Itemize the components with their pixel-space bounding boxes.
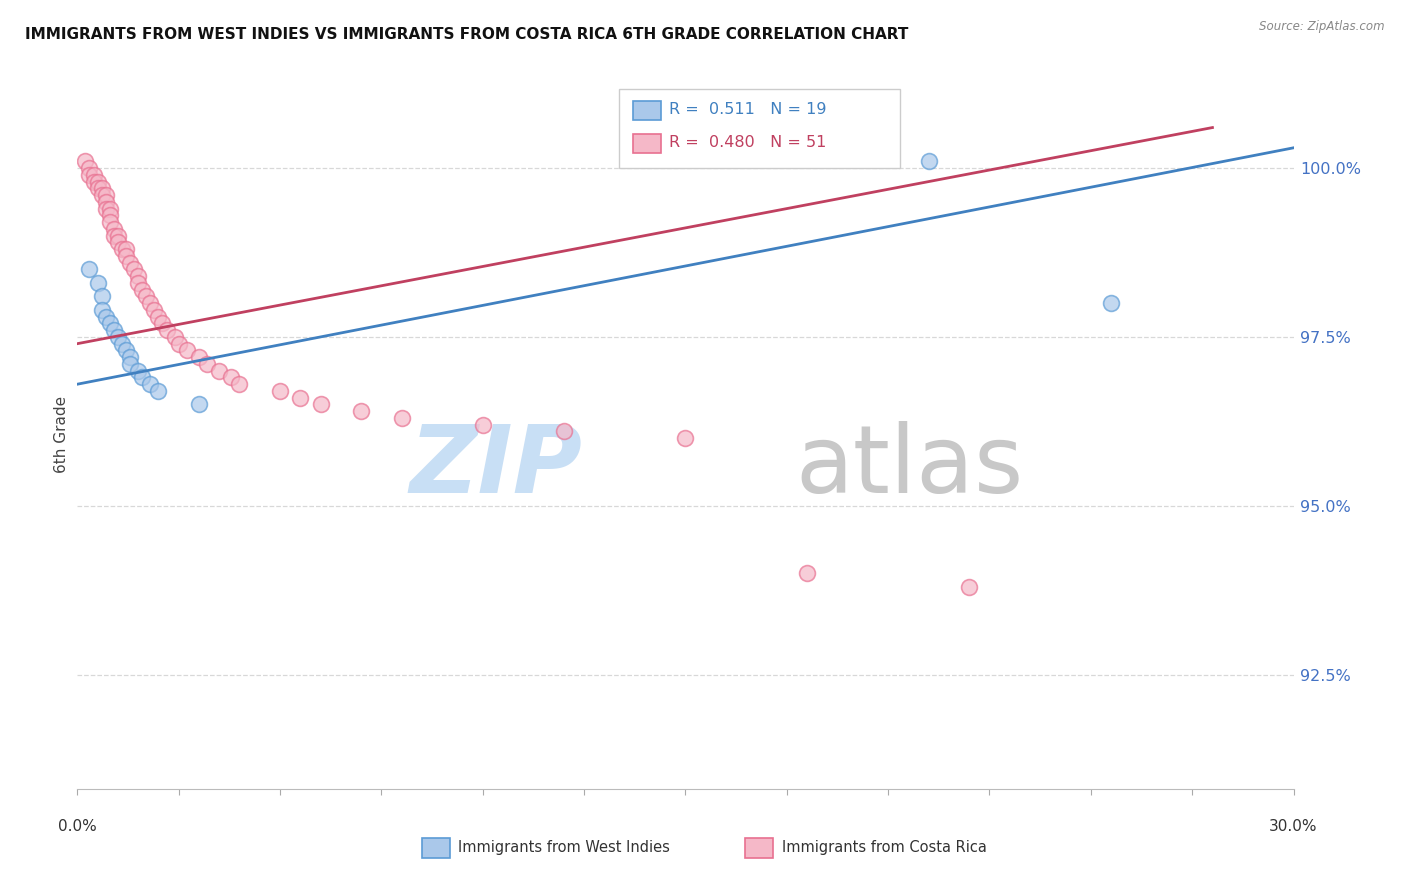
Point [195, 357, 218, 371]
Point [143, 302, 166, 317]
Point [391, 411, 413, 425]
Point [79, 262, 101, 277]
Point [228, 377, 250, 392]
Point [188, 397, 211, 411]
Point [86, 181, 108, 195]
Text: Immigrants from West Indies: Immigrants from West Indies [458, 840, 671, 855]
Point [148, 310, 170, 324]
Point [94, 194, 117, 209]
Point [83, 168, 105, 182]
Point [139, 296, 162, 310]
Point [131, 370, 153, 384]
Point [103, 323, 125, 337]
Point [675, 431, 697, 445]
Point [163, 330, 186, 344]
Point [98, 215, 121, 229]
Point [111, 336, 134, 351]
Point [98, 317, 121, 331]
Point [94, 188, 117, 202]
Point [471, 417, 494, 432]
Point [176, 343, 198, 358]
Point [79, 168, 101, 182]
Text: IMMIGRANTS FROM WEST INDIES VS IMMIGRANTS FROM COSTA RICA 6TH GRADE CORRELATION : IMMIGRANTS FROM WEST INDIES VS IMMIGRANT… [25, 27, 908, 42]
Point [152, 317, 174, 331]
Point [115, 343, 138, 358]
Point [148, 384, 170, 398]
Point [350, 404, 373, 418]
Point [118, 350, 141, 364]
Point [103, 222, 125, 236]
Point [111, 242, 134, 256]
Point [107, 330, 129, 344]
Point [79, 161, 101, 175]
Point [208, 364, 231, 378]
Point [98, 208, 121, 222]
Point [957, 580, 980, 594]
Point [83, 175, 105, 189]
Point [135, 289, 157, 303]
Point [269, 384, 291, 398]
Point [118, 255, 141, 269]
Point [1099, 296, 1122, 310]
Point [107, 235, 129, 250]
Text: 0.0%: 0.0% [58, 819, 97, 834]
Text: Source: ZipAtlas.com: Source: ZipAtlas.com [1260, 20, 1385, 33]
Point [127, 364, 149, 378]
Text: R =  0.480   N = 51: R = 0.480 N = 51 [669, 136, 827, 150]
Point [139, 377, 162, 392]
Point [221, 370, 243, 384]
Point [90, 289, 112, 303]
Point [188, 350, 211, 364]
Point [118, 357, 141, 371]
Point [131, 283, 153, 297]
Point [86, 175, 108, 189]
Point [115, 249, 138, 263]
Y-axis label: 6th Grade: 6th Grade [53, 396, 69, 474]
Point [553, 425, 575, 439]
Point [90, 188, 112, 202]
Point [75, 154, 97, 169]
Point [309, 397, 332, 411]
Point [103, 228, 125, 243]
Point [167, 336, 190, 351]
Point [155, 323, 177, 337]
Point [98, 202, 121, 216]
Point [94, 202, 117, 216]
Point [90, 181, 112, 195]
Point [127, 276, 149, 290]
Point [918, 154, 941, 169]
Point [115, 242, 138, 256]
Point [107, 228, 129, 243]
Text: Immigrants from Costa Rica: Immigrants from Costa Rica [782, 840, 987, 855]
Text: ZIP: ZIP [409, 421, 582, 513]
Point [796, 566, 818, 581]
Point [290, 391, 312, 405]
Point [94, 310, 117, 324]
Text: atlas: atlas [794, 421, 1024, 513]
Point [90, 302, 112, 317]
Text: 30.0%: 30.0% [1270, 819, 1317, 834]
Text: R =  0.511   N = 19: R = 0.511 N = 19 [669, 103, 827, 117]
Point [86, 276, 108, 290]
Point [122, 262, 145, 277]
Point [127, 269, 149, 284]
